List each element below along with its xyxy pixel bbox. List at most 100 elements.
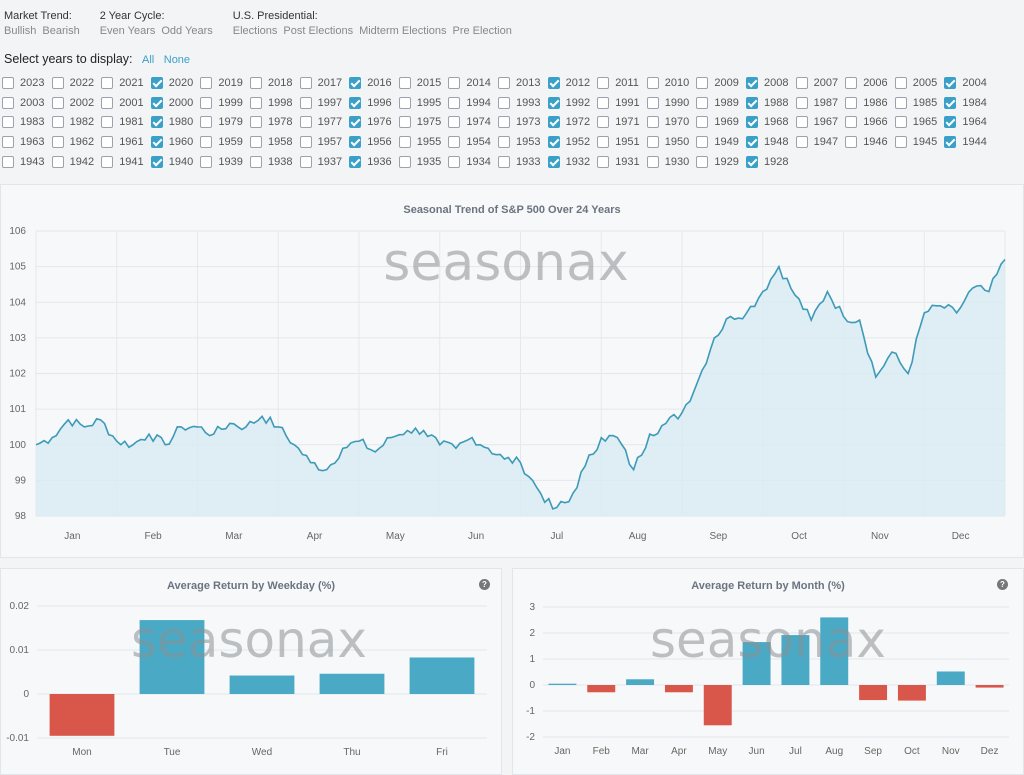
year-checkbox[interactable] xyxy=(250,77,262,89)
year-option-1945[interactable]: 1945 xyxy=(894,136,961,150)
year-checkbox[interactable] xyxy=(349,77,362,89)
year-option-1993[interactable]: 1993 xyxy=(498,96,564,111)
year-option-2015[interactable]: 2015 xyxy=(398,77,465,91)
year-option-2010[interactable]: 2010 xyxy=(646,77,713,91)
year-option-1966[interactable]: 1966 xyxy=(845,116,911,130)
select-none-link[interactable]: None xyxy=(163,54,191,66)
year-option-1961[interactable]: 1961 xyxy=(101,136,167,150)
year-option-1941[interactable]: 1941 xyxy=(101,155,167,170)
year-option-1931[interactable]: 1931 xyxy=(597,155,663,170)
year-checkbox[interactable] xyxy=(2,155,14,168)
year-option-1946[interactable]: 1946 xyxy=(845,136,911,150)
year-option-1942[interactable]: 1942 xyxy=(51,155,118,170)
year-checkbox[interactable] xyxy=(150,116,163,129)
year-option-1995[interactable]: 1995 xyxy=(398,96,465,111)
year-option-1965[interactable]: 1965 xyxy=(894,116,961,130)
year-checkbox[interactable] xyxy=(101,136,114,149)
year-checkbox[interactable] xyxy=(250,155,262,168)
year-option-2021[interactable]: 2021 xyxy=(101,77,167,91)
year-checkbox[interactable] xyxy=(597,136,610,149)
year-checkbox[interactable] xyxy=(448,155,461,168)
year-checkbox[interactable] xyxy=(944,96,957,109)
year-checkbox[interactable] xyxy=(150,77,163,89)
year-option-1928[interactable]: 1928 xyxy=(746,155,812,170)
year-checkbox[interactable] xyxy=(250,136,262,149)
year-checkbox[interactable] xyxy=(299,136,312,149)
weekday-bar-tue[interactable] xyxy=(139,620,205,694)
year-option-1930[interactable]: 1930 xyxy=(646,155,713,170)
year-checkbox[interactable] xyxy=(795,116,808,129)
month-bar-dez[interactable] xyxy=(975,685,1004,688)
year-checkbox[interactable] xyxy=(646,77,659,89)
year-checkbox[interactable] xyxy=(250,96,262,109)
year-option-1978[interactable]: 1978 xyxy=(250,116,316,130)
year-option-1992[interactable]: 1992 xyxy=(547,96,614,111)
month-bar-aug[interactable] xyxy=(820,617,849,685)
year-option-1989[interactable]: 1989 xyxy=(696,96,762,111)
year-checkbox[interactable] xyxy=(299,155,312,168)
year-option-1980[interactable]: 1980 xyxy=(150,116,217,130)
year-checkbox[interactable] xyxy=(547,77,560,89)
month-bar-jan[interactable] xyxy=(548,683,577,685)
year-checkbox[interactable] xyxy=(547,96,560,109)
year-option-1981[interactable]: 1981 xyxy=(101,116,167,130)
year-option-2016[interactable]: 2016 xyxy=(349,77,415,91)
year-checkbox[interactable] xyxy=(894,96,907,109)
pre-election-option[interactable]: Pre Election xyxy=(452,25,512,37)
year-checkbox[interactable] xyxy=(944,77,957,89)
month-bar-jun[interactable] xyxy=(742,642,771,685)
month-bar-sep[interactable] xyxy=(859,685,888,701)
year-option-1968[interactable]: 1968 xyxy=(746,116,812,130)
year-option-2004[interactable]: 2004 xyxy=(944,77,1010,91)
year-checkbox[interactable] xyxy=(2,77,14,89)
even-years-option[interactable]: Even Years xyxy=(99,25,156,37)
year-checkbox[interactable] xyxy=(498,96,510,109)
year-checkbox[interactable] xyxy=(150,96,163,109)
year-option-1934[interactable]: 1934 xyxy=(448,155,514,170)
year-option-1976[interactable]: 1976 xyxy=(349,116,415,130)
year-option-2019[interactable]: 2019 xyxy=(200,77,266,91)
year-checkbox[interactable] xyxy=(944,116,957,129)
weekday-help-icon[interactable]: ? xyxy=(479,579,490,590)
year-option-1975[interactable]: 1975 xyxy=(398,116,465,130)
year-checkbox[interactable] xyxy=(349,96,362,109)
year-checkbox[interactable] xyxy=(101,155,114,168)
year-option-2022[interactable]: 2022 xyxy=(51,77,118,91)
year-option-1990[interactable]: 1990 xyxy=(646,96,713,111)
odd-years-option[interactable]: Odd Years xyxy=(161,25,213,37)
year-option-1996[interactable]: 1996 xyxy=(349,96,415,111)
year-checkbox[interactable] xyxy=(200,77,213,89)
year-checkbox[interactable] xyxy=(200,136,213,149)
year-option-1977[interactable]: 1977 xyxy=(299,116,366,130)
year-option-2017[interactable]: 2017 xyxy=(299,77,366,91)
month-bar-may[interactable] xyxy=(703,685,732,726)
year-checkbox[interactable] xyxy=(398,96,411,109)
year-option-2014[interactable]: 2014 xyxy=(448,77,514,91)
year-checkbox[interactable] xyxy=(349,155,362,168)
year-checkbox[interactable] xyxy=(646,96,659,109)
year-checkbox[interactable] xyxy=(696,116,709,129)
month-bar-jul[interactable] xyxy=(781,635,810,685)
year-checkbox[interactable] xyxy=(448,116,461,129)
year-option-2009[interactable]: 2009 xyxy=(696,77,762,91)
year-option-1972[interactable]: 1972 xyxy=(547,116,614,130)
year-checkbox[interactable] xyxy=(2,96,14,109)
year-checkbox[interactable] xyxy=(448,77,461,89)
year-checkbox[interactable] xyxy=(746,136,758,149)
year-checkbox[interactable] xyxy=(200,155,213,168)
year-option-1974[interactable]: 1974 xyxy=(448,116,514,130)
elections-option[interactable]: Elections xyxy=(232,25,278,37)
month-bar-mar[interactable] xyxy=(626,679,655,685)
year-option-1982[interactable]: 1982 xyxy=(51,116,118,130)
year-option-2000[interactable]: 2000 xyxy=(150,96,217,111)
year-option-2013[interactable]: 2013 xyxy=(498,77,564,91)
year-checkbox[interactable] xyxy=(547,116,560,129)
year-option-1956[interactable]: 1956 xyxy=(349,136,415,150)
year-option-2003[interactable]: 2003 xyxy=(2,96,68,111)
year-option-1947[interactable]: 1947 xyxy=(795,136,862,150)
year-checkbox[interactable] xyxy=(845,116,858,129)
year-option-1944[interactable]: 1944 xyxy=(944,136,1010,150)
year-option-2005[interactable]: 2005 xyxy=(894,77,961,91)
year-checkbox[interactable] xyxy=(200,116,213,129)
year-checkbox[interactable] xyxy=(101,77,114,89)
